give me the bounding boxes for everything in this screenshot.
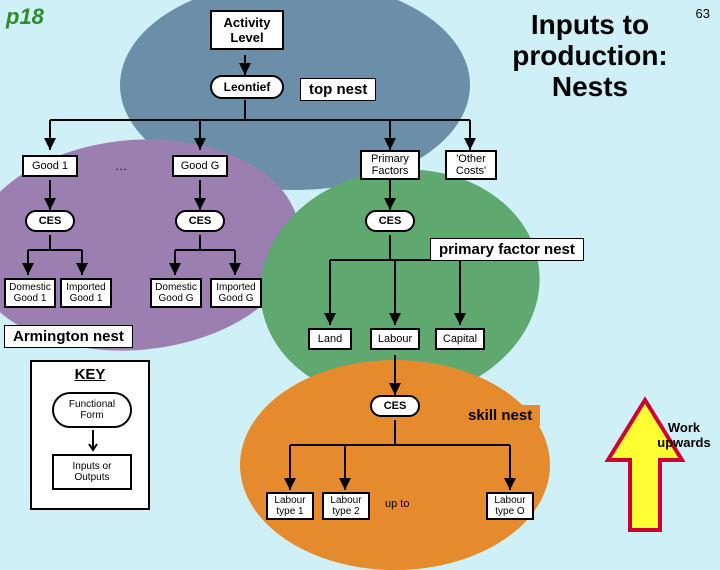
key-box: KEY Functional Form Inputs or Outputs [30,360,150,510]
title-l1: Inputs to [531,9,649,40]
page-ref: p18 [6,4,44,30]
label-upto: up to [385,498,409,510]
node-ces2: CES [175,210,225,232]
node-labour-type1: Labour type 1 [266,492,314,520]
node-primary-factors: Primary Factors [360,150,420,180]
node-dom-good1: Domestic Good 1 [4,278,56,308]
blob-skill [240,360,550,570]
node-good1: Good 1 [22,155,78,177]
node-imp-good1: Imported Good 1 [60,278,112,308]
node-dom-goodG: Domestic Good G [150,278,202,308]
node-ces4: CES [370,395,420,417]
label-primary-nest: primary factor nest [430,238,584,261]
node-goodG: Good G [172,155,228,177]
label-top-nest: top nest [300,78,376,101]
node-leontief: Leontief [210,75,284,99]
slide-title: Inputs to production: Nests [490,10,690,102]
title-l3: Nests [552,71,628,102]
node-labour-type2: Labour type 2 [322,492,370,520]
node-ces3: CES [365,210,415,232]
node-land: Land [308,328,352,350]
slide-number: 63 [696,6,710,21]
node-capital: Capital [435,328,485,350]
node-ces1: CES [25,210,75,232]
label-skill-nest: skill nest [460,405,540,426]
key-inputs-outputs: Inputs or Outputs [52,454,132,490]
title-l2: production: [512,40,668,71]
label-armington-nest: Armington nest [4,325,133,348]
key-functional-form: Functional Form [52,392,132,428]
node-activity-level: Activity Level [210,10,284,50]
node-labour-typeO: Labour type O [486,492,534,520]
node-imp-goodG: Imported Good G [210,278,262,308]
label-work-upwards: Work upwards [654,420,714,450]
key-title: KEY [32,366,148,383]
node-labour: Labour [370,328,420,350]
node-other-costs: 'Other Costs' [445,150,497,180]
